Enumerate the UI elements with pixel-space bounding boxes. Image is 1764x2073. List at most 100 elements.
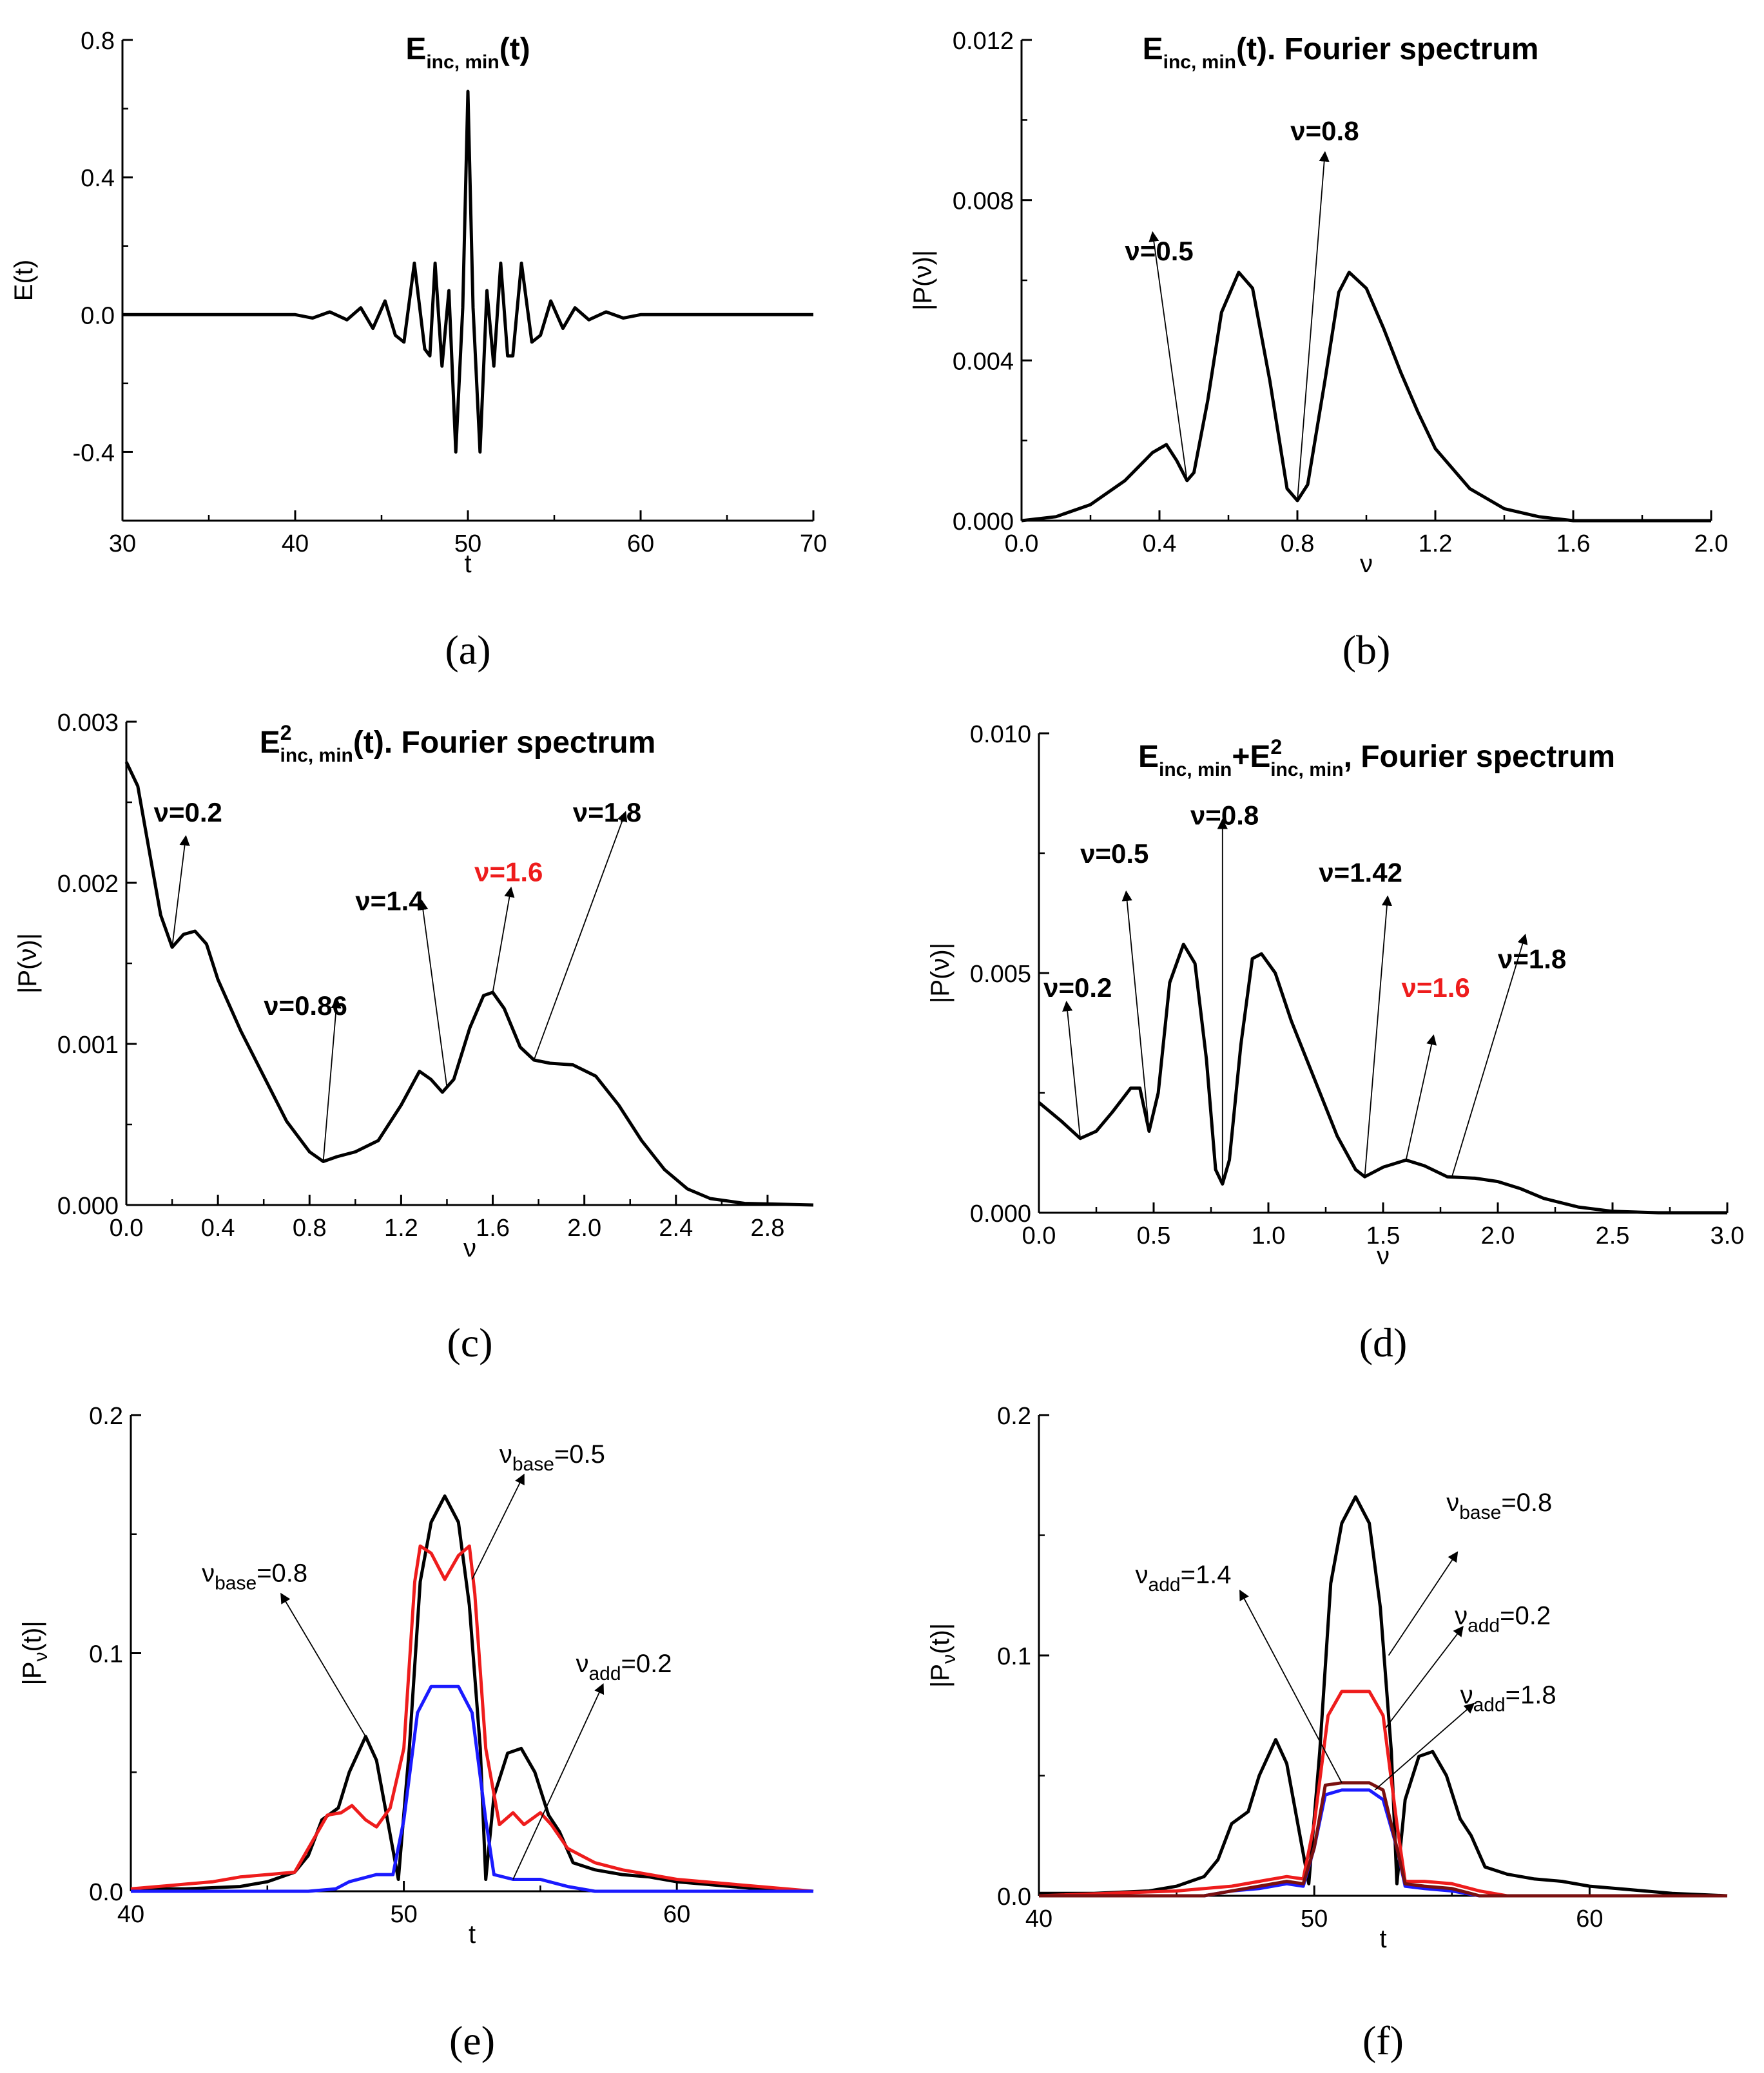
annotation-arrow <box>1405 1034 1437 1161</box>
annotation-label: νbase=0.5 <box>499 1440 605 1475</box>
x-tick-label: 50 <box>1301 1905 1328 1933</box>
y-tick-label: 0.003 <box>57 709 119 737</box>
y-axis-label: |P(ν)| <box>909 250 937 311</box>
x-tick-label: 1.0 <box>1252 1222 1286 1249</box>
series-line-e-0 <box>131 1494 814 1893</box>
annotation-label: νbase=0.8 <box>202 1559 307 1594</box>
annotation-label: νadd=1.4 <box>1136 1561 1232 1596</box>
annotation-label: νadd=0.2 <box>1455 1602 1551 1637</box>
y-tick-label: 0.4 <box>81 165 115 192</box>
annotation-label: ν=0.86 <box>264 990 347 1021</box>
x-tick-label: 40 <box>1025 1905 1052 1933</box>
annotation-arrow <box>1062 1001 1081 1139</box>
x-tick-label: 1.2 <box>384 1215 418 1242</box>
panel-label: (f) <box>1362 2018 1404 2063</box>
annotation-arrow <box>1374 1702 1475 1791</box>
x-tick-label: 60 <box>1576 1905 1603 1933</box>
annotation-label: ν=0.5 <box>1080 838 1149 869</box>
y-tick-label: 0.000 <box>970 1200 1031 1228</box>
annotation-label: ν=0.8 <box>1290 115 1359 146</box>
chart-title: Einc, min+E2 inc, min, Fourier spectrum <box>1138 735 1615 780</box>
y-tick-label: 0.000 <box>57 1193 119 1220</box>
series-line-e-1 <box>130 1544 814 1893</box>
chart-panel-f: 40 50 60 0.0 0.1 0.2 t |Pν(t)| νadd=1.4 νbase=0.8… <box>926 1403 1728 2063</box>
x-axis-label: t <box>1379 1925 1386 1953</box>
chart-panel-c: 0.0 0.4 0.8 1.2 1.6 2.0 2.4 2.8 0.000 0.001 0.002 0… <box>14 709 814 1365</box>
series-line-a-0 <box>122 90 813 454</box>
y-axis-label: |P(ν)| <box>14 933 42 994</box>
annotation-arrow <box>418 899 448 1088</box>
x-axis-label: t <box>469 1920 476 1949</box>
chart-panel-e: 40 50 60 0.0 0.1 0.2 t |Pν(t)| νbase=0.8 νbase=0.… <box>18 1403 814 2063</box>
annotation-label: ν=0.5 <box>1125 236 1194 266</box>
x-tick-label: 70 <box>800 530 827 557</box>
y-tick-label: 0.000 <box>953 508 1014 535</box>
x-tick-label: 40 <box>117 1901 144 1928</box>
y-tick-label: 0.005 <box>970 961 1031 988</box>
y-axis-label: |P(ν)| <box>926 943 955 1003</box>
x-tick-label: 2.8 <box>751 1215 785 1242</box>
x-tick-label: 2.0 <box>1481 1222 1515 1249</box>
x-tick-label: 2.0 <box>567 1215 601 1242</box>
x-tick-label: 0.4 <box>201 1215 235 1242</box>
x-tick-label: 0.8 <box>293 1215 327 1242</box>
series-line-f-1 <box>1038 1690 1727 1898</box>
panel-label: (a) <box>445 627 490 673</box>
y-axis-label: |Pν(t)| <box>18 1621 52 1685</box>
x-axis-label: ν <box>463 1234 476 1262</box>
annotation-arrow <box>171 834 190 948</box>
series-line-b-0 <box>1021 271 1711 523</box>
x-tick-label: 30 <box>109 530 136 557</box>
x-tick-label: 2.4 <box>659 1215 693 1242</box>
chart-title: Einc, min(t) <box>405 32 530 73</box>
y-tick-label: 0.1 <box>89 1641 123 1668</box>
x-tick-label: 0.0 <box>1005 530 1039 557</box>
series-line-c-0 <box>124 761 814 1207</box>
x-tick-label: 1.5 <box>1366 1222 1401 1249</box>
y-axis-label: E(t) <box>10 260 38 301</box>
annotation-label: ν=1.6 <box>1401 972 1469 1003</box>
x-tick-label: 0.0 <box>110 1215 144 1242</box>
y-tick-label: 0.001 <box>57 1032 119 1059</box>
x-tick-label: 50 <box>454 530 481 557</box>
chart-panel-b: 0.0 0.4 0.8 1.2 1.6 2.0 0.000 0.004 0.008 0.012 ν |… <box>909 28 1728 673</box>
annotation-label: ν=0.2 <box>1043 972 1112 1003</box>
annotation-arrow <box>492 886 515 993</box>
annotation-arrow <box>1121 890 1150 1132</box>
annotation-label: νadd=1.8 <box>1460 1681 1556 1716</box>
y-tick-label: 0.008 <box>953 188 1014 215</box>
x-tick-label: 3.0 <box>1711 1222 1745 1249</box>
panel-label: (d) <box>1359 1320 1408 1365</box>
annotation-arrow <box>1297 151 1330 501</box>
annotation-label: ν=1.8 <box>1498 944 1566 974</box>
annotation-arrow <box>1149 231 1188 481</box>
y-tick-label: 0.2 <box>89 1403 123 1430</box>
annotation-label: ν=1.6 <box>474 857 543 887</box>
chart-title: Einc, min(t). Fourier spectrum <box>1143 32 1539 73</box>
x-tick-label: 1.6 <box>1556 530 1591 557</box>
chart-title: E2 inc, min(t). Fourier spectrum <box>260 721 656 766</box>
y-tick-label: -0.4 <box>73 439 115 467</box>
chart-panel-a: 30 40 50 60 70 -0.4 0.0 0.4 0.8 t E(t) Einc, min(t)… <box>10 28 827 673</box>
annotation-arrow <box>280 1592 367 1737</box>
x-tick-label: 0.0 <box>1022 1222 1056 1249</box>
y-tick-label: 0.8 <box>81 28 115 55</box>
annotation-arrow <box>533 811 628 1061</box>
chart-panel-d: 0.0 0.5 1.0 1.5 2.0 2.5 3.0 0.000 0.005 0.010 ν |P(… <box>926 721 1744 1365</box>
x-tick-label: 40 <box>282 530 309 557</box>
annotation-arrow <box>1451 933 1528 1177</box>
annotation-label: ν=1.42 <box>1319 858 1402 888</box>
annotation-label: ν=1.4 <box>355 886 424 916</box>
x-tick-label: 2.0 <box>1694 530 1729 557</box>
x-axis-label: ν <box>1360 550 1373 578</box>
x-tick-label: 50 <box>390 1901 417 1928</box>
annotation-label: νadd=0.2 <box>576 1650 672 1684</box>
x-tick-label: 0.4 <box>1143 530 1177 557</box>
y-tick-label: 0.002 <box>57 871 119 898</box>
y-tick-label: 0.004 <box>953 348 1014 375</box>
x-tick-label: 1.2 <box>1419 530 1453 557</box>
y-tick-label: 0.0 <box>997 1884 1031 1911</box>
annotation-arrow <box>512 1683 605 1880</box>
annotation-arrow <box>1388 1551 1459 1656</box>
annotation-label: ν=0.8 <box>1190 800 1259 830</box>
